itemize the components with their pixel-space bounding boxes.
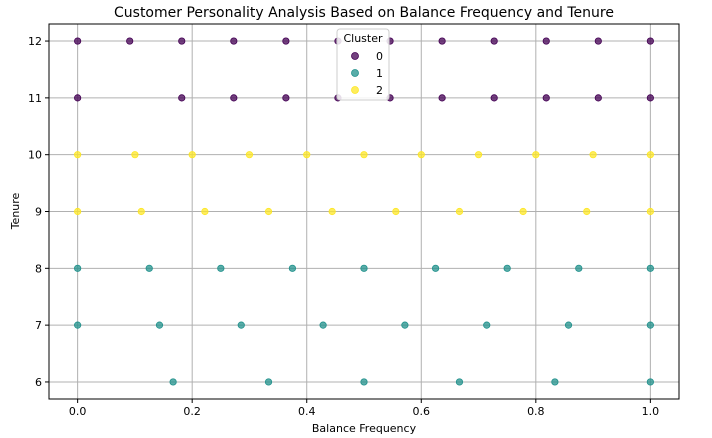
data-point-cluster-0 bbox=[230, 94, 238, 102]
x-tick-label: 0.6 bbox=[413, 405, 431, 418]
data-point-cluster-2 bbox=[137, 207, 145, 216]
data-point-cluster-1 bbox=[169, 378, 177, 386]
chart-title: Customer Personality Analysis Based on B… bbox=[114, 5, 614, 21]
data-point-cluster-2 bbox=[519, 207, 527, 216]
legend-label: 1 bbox=[376, 67, 383, 80]
data-point-cluster-0 bbox=[490, 37, 498, 45]
data-point-cluster-2 bbox=[646, 207, 654, 216]
data-point-cluster-2 bbox=[532, 151, 540, 159]
y-tick-label: 6 bbox=[35, 376, 42, 389]
data-point-cluster-0 bbox=[594, 94, 602, 102]
data-point-cluster-1 bbox=[646, 321, 654, 329]
data-point-cluster-1 bbox=[401, 321, 409, 329]
data-point-cluster-0 bbox=[230, 37, 238, 45]
legend-marker bbox=[351, 52, 359, 60]
data-point-cluster-1 bbox=[155, 321, 164, 329]
data-point-cluster-0 bbox=[594, 37, 602, 45]
data-point-cluster-2 bbox=[74, 151, 82, 159]
data-point-cluster-2 bbox=[646, 151, 654, 159]
data-point-cluster-2 bbox=[583, 207, 591, 216]
data-point-cluster-1 bbox=[575, 264, 583, 272]
data-point-cluster-2 bbox=[328, 207, 336, 216]
data-point-cluster-1 bbox=[646, 378, 654, 386]
y-axis-label: Tenure bbox=[9, 192, 22, 230]
legend-marker bbox=[351, 86, 359, 94]
data-point-cluster-1 bbox=[431, 264, 440, 272]
data-point-cluster-0 bbox=[178, 94, 186, 102]
data-point-cluster-2 bbox=[264, 207, 273, 216]
data-points bbox=[74, 37, 654, 386]
x-tick-label: 1.0 bbox=[642, 405, 660, 418]
data-point-cluster-0 bbox=[542, 37, 550, 45]
x-tick-label: 0.8 bbox=[527, 405, 545, 418]
data-point-cluster-0 bbox=[74, 94, 82, 102]
data-point-cluster-1 bbox=[564, 321, 573, 329]
data-point-cluster-1 bbox=[360, 378, 368, 386]
data-point-cluster-2 bbox=[131, 151, 139, 159]
data-point-cluster-0 bbox=[646, 94, 654, 102]
data-point-cluster-0 bbox=[646, 37, 654, 45]
data-point-cluster-1 bbox=[455, 378, 464, 386]
data-point-cluster-0 bbox=[74, 37, 82, 45]
y-tick-label: 7 bbox=[35, 319, 42, 332]
data-point-cluster-1 bbox=[145, 264, 153, 272]
legend-marker bbox=[351, 69, 359, 77]
data-point-cluster-1 bbox=[264, 378, 273, 386]
data-point-cluster-0 bbox=[282, 37, 290, 45]
data-point-cluster-1 bbox=[360, 264, 368, 272]
data-point-cluster-0 bbox=[542, 94, 550, 102]
data-point-cluster-1 bbox=[483, 321, 491, 329]
legend: Cluster 0 1 2 bbox=[336, 28, 390, 101]
data-point-cluster-1 bbox=[319, 321, 327, 329]
data-point-cluster-2 bbox=[417, 151, 425, 159]
data-point-cluster-2 bbox=[589, 151, 597, 159]
data-point-cluster-1 bbox=[288, 264, 297, 272]
legend-title: Cluster bbox=[343, 32, 383, 45]
data-point-cluster-2 bbox=[188, 151, 196, 159]
y-tick-label: 12 bbox=[28, 35, 42, 48]
y-tick-label: 9 bbox=[35, 206, 42, 219]
data-point-cluster-2 bbox=[392, 207, 400, 216]
x-axis-label: Balance Frequency bbox=[312, 422, 417, 435]
data-point-cluster-2 bbox=[74, 207, 82, 216]
legend-label: 0 bbox=[376, 50, 383, 63]
x-tick-label: 0.0 bbox=[69, 405, 87, 418]
data-point-cluster-2 bbox=[201, 207, 209, 216]
data-point-cluster-1 bbox=[74, 321, 82, 329]
data-point-cluster-0 bbox=[490, 94, 498, 102]
x-tick-label: 0.4 bbox=[298, 405, 316, 418]
data-point-cluster-0 bbox=[282, 94, 290, 102]
data-point-cluster-2 bbox=[474, 151, 483, 159]
data-point-cluster-1 bbox=[646, 264, 654, 272]
data-point-cluster-1 bbox=[237, 321, 245, 329]
data-point-cluster-1 bbox=[551, 378, 559, 386]
data-point-cluster-1 bbox=[74, 264, 82, 272]
data-point-cluster-0 bbox=[178, 37, 186, 45]
legend-label: 2 bbox=[376, 84, 383, 97]
data-point-cluster-2 bbox=[245, 151, 254, 159]
data-point-cluster-2 bbox=[360, 151, 368, 159]
legend-box bbox=[336, 28, 390, 101]
data-point-cluster-2 bbox=[455, 207, 464, 216]
y-tick-label: 11 bbox=[28, 92, 42, 105]
data-point-cluster-0 bbox=[126, 37, 134, 45]
x-tick-label: 0.2 bbox=[183, 405, 201, 418]
data-point-cluster-1 bbox=[217, 264, 225, 272]
data-point-cluster-1 bbox=[503, 264, 511, 272]
y-tick-label: 8 bbox=[35, 262, 42, 275]
y-tick-label: 10 bbox=[28, 149, 42, 162]
data-point-cluster-0 bbox=[438, 37, 446, 45]
data-point-cluster-0 bbox=[438, 94, 446, 102]
data-point-cluster-2 bbox=[303, 151, 311, 159]
